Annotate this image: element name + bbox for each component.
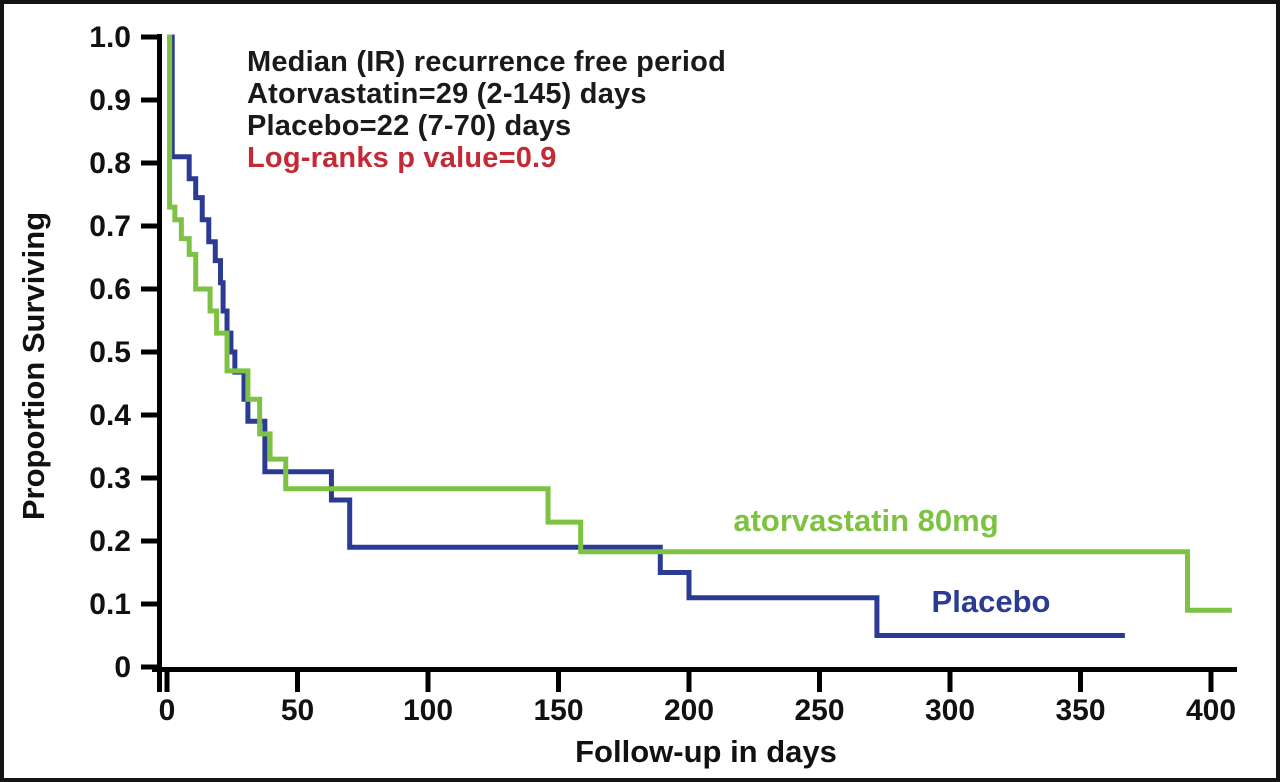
- series-curve-atorvastatin: [167, 34, 1232, 613]
- x-tick-label: 0: [159, 694, 176, 727]
- km-plot-canvas: 0 0.1 0.2 0.3 0.4 0.5 0.6 0.7 0.8 0.9 1.0 0 50 100 150…: [89, 21, 1237, 727]
- y-tick-label: 0.3: [89, 462, 131, 495]
- y-tick-label: 0.1: [89, 588, 131, 621]
- y-tick-label: 0.8: [89, 147, 131, 180]
- annotation-line-placebo: Placebo=22 (7-70) days: [247, 110, 572, 142]
- annotation-line-atorvastatin: Atorvastatin=29 (2-145) days: [247, 78, 647, 110]
- x-tick-label: 100: [403, 694, 453, 727]
- series-label-atorvastatin: atorvastatin 80mg: [733, 503, 999, 538]
- y-tick-label: 1.0: [89, 21, 131, 54]
- x-tick-label: 250: [794, 694, 844, 727]
- annotation-line-median: Median (IR) recurrence free period: [247, 46, 726, 78]
- x-tick-label: 150: [533, 694, 583, 727]
- series-label-placebo: Placebo: [931, 584, 1051, 619]
- x-tick-label: 300: [925, 694, 975, 727]
- annotation-line-logrank: Log-ranks p value=0.9: [247, 142, 557, 174]
- x-tick-label: 400: [1186, 694, 1236, 727]
- y-tick-label: 0.9: [89, 84, 131, 117]
- y-axis-title: Proportion Surviving: [16, 211, 51, 521]
- x-tick-label: 200: [664, 694, 714, 727]
- y-tick-label: 0.5: [89, 336, 131, 369]
- y-tick-label: 0.2: [89, 525, 131, 558]
- y-tick-label: 0.7: [89, 210, 131, 243]
- x-tick-label: 50: [281, 694, 314, 727]
- annotation-box: Median (IR) recurrence free period Atorv…: [247, 46, 726, 174]
- y-tick-label: 0: [114, 651, 131, 684]
- x-tick-label: 350: [1055, 694, 1105, 727]
- y-tick-label: 0.4: [89, 399, 131, 432]
- series-curve-placebo: [167, 34, 1125, 638]
- x-axis-title: Follow-up in days: [575, 734, 837, 769]
- y-tick-label: 0.6: [89, 273, 131, 306]
